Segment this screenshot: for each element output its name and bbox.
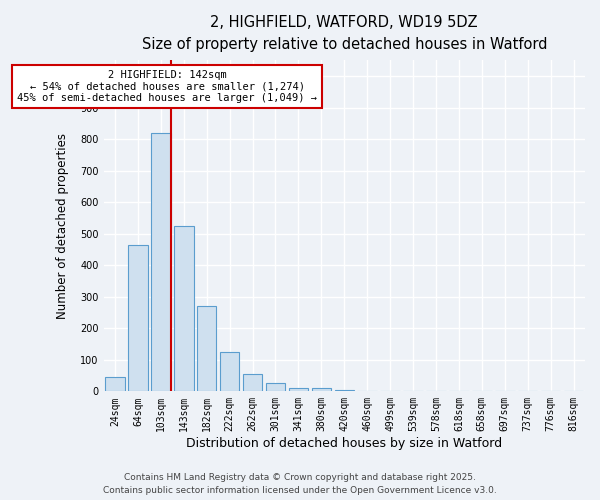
Bar [197,306,217,392]
Bar [358,390,377,392]
Text: Contains HM Land Registry data © Crown copyright and database right 2025.
Contai: Contains HM Land Registry data © Crown c… [103,474,497,495]
Y-axis label: Number of detached properties: Number of detached properties [56,133,68,319]
Bar [289,388,308,392]
Bar [220,352,239,392]
Bar [266,384,285,392]
Title: 2, HIGHFIELD, WATFORD, WD19 5DZ
Size of property relative to detached houses in : 2, HIGHFIELD, WATFORD, WD19 5DZ Size of … [142,15,547,52]
Bar [174,226,194,392]
Bar [128,244,148,392]
Bar [449,390,469,392]
X-axis label: Distribution of detached houses by size in Watford: Distribution of detached houses by size … [186,437,502,450]
Text: 2 HIGHFIELD: 142sqm
← 54% of detached houses are smaller (1,274)
45% of semi-det: 2 HIGHFIELD: 142sqm ← 54% of detached ho… [17,70,317,103]
Bar [335,390,354,392]
Bar [426,390,446,392]
Bar [403,390,423,392]
Bar [105,377,125,392]
Bar [311,388,331,392]
Bar [151,133,170,392]
Bar [380,390,400,392]
Bar [243,374,262,392]
